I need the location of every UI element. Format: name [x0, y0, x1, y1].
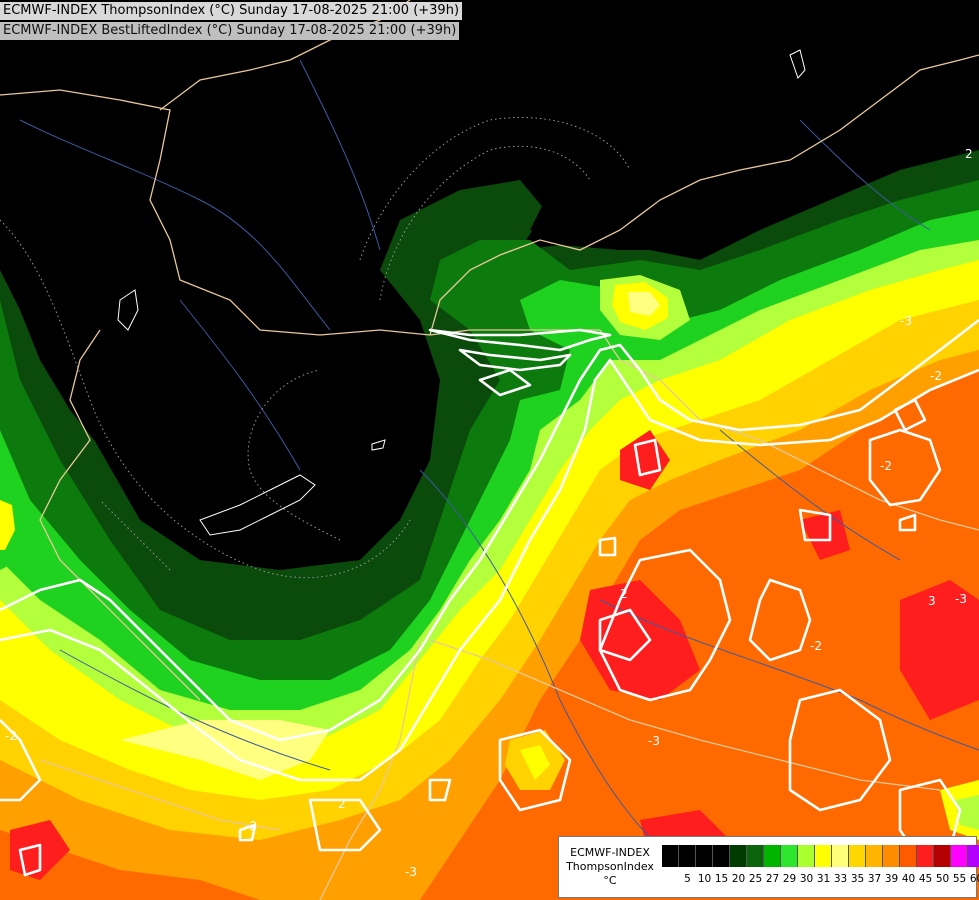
legend-swatch	[900, 845, 917, 867]
legend-unit: °C	[603, 874, 617, 887]
legend-tick-label: 31	[816, 873, 831, 885]
map-title-thompson: ECMWF-INDEX ThompsonIndex (°C) Sunday 17…	[0, 2, 463, 20]
legend-tick-label: 29	[782, 873, 797, 885]
legend-title-line2: ThompsonIndex	[566, 860, 654, 873]
legend-tick-label: 40	[901, 873, 916, 885]
contour-label: 3	[928, 594, 936, 608]
legend-tick-label: 10	[697, 873, 712, 885]
legend-tick-label: 5	[684, 873, 691, 885]
contour-label: -3	[405, 865, 417, 879]
contour-label: -3	[648, 734, 660, 748]
legend-title: ECMWF-INDEX ThompsonIndex °C	[563, 846, 657, 888]
legend-tick-label: 60	[969, 873, 979, 885]
color-legend: ECMWF-INDEX ThompsonIndex °C 5 10 15 20 25 27…	[558, 836, 979, 898]
legend-tick-label: 39	[884, 873, 899, 885]
legend-tick-label: 25	[748, 873, 763, 885]
legend-swatch	[849, 845, 866, 867]
legend-swatch	[866, 845, 883, 867]
legend-tick-label: 30	[799, 873, 814, 885]
legend-tick-label: 55	[952, 873, 967, 885]
legend-tick-label: 33	[833, 873, 848, 885]
legend-swatch	[951, 845, 968, 867]
legend-swatch	[781, 845, 798, 867]
low-index-region	[0, 0, 979, 560]
legend-title-line1: ECMWF-INDEX	[570, 846, 650, 859]
contour-label: 2	[620, 587, 628, 601]
thompson-index-fill	[0, 150, 979, 900]
contour-label: -2	[880, 459, 892, 473]
legend-swatch	[815, 845, 832, 867]
legend-tick-label: 50	[935, 873, 950, 885]
contour-label: -2	[810, 639, 822, 653]
legend-swatch	[730, 845, 747, 867]
dotted-contours	[0, 116, 631, 579]
legend-swatch	[798, 845, 815, 867]
legend-swatch	[747, 845, 764, 867]
legend-swatch	[662, 845, 679, 867]
legend-tick-label: 35	[850, 873, 865, 885]
legend-swatch	[883, 845, 900, 867]
contour-label: 2	[338, 797, 346, 811]
legend-swatch	[968, 845, 979, 867]
legend-tick-label: 15	[714, 873, 729, 885]
contour-labels: 2 2 2 3 -2 -2 -2 -2 -2 -3 -3 -3 -3	[5, 147, 973, 879]
map-title-lifted: ECMWF-INDEX BestLiftedIndex (°C) Sunday …	[0, 22, 460, 40]
contour-label: -2	[5, 729, 17, 743]
legend-swatch	[917, 845, 934, 867]
legend-swatch	[764, 845, 781, 867]
lifted-index-contours	[0, 318, 979, 877]
lakes	[117, 49, 806, 536]
legend-swatch	[696, 845, 713, 867]
legend-tick-label: 27	[765, 873, 780, 885]
legend-color-bar	[662, 845, 979, 867]
contour-label: -3	[955, 592, 967, 606]
rivers	[19, 59, 979, 881]
legend-swatch	[679, 845, 696, 867]
legend-swatch	[832, 845, 849, 867]
legend-swatch	[934, 845, 951, 867]
contour-label: -3	[900, 314, 912, 328]
legend-tick-label: 20	[731, 873, 746, 885]
legend-tick-label: 45	[918, 873, 933, 885]
contour-label: -2	[245, 819, 257, 833]
contour-label: -2	[930, 369, 942, 383]
legend-swatch	[713, 845, 730, 867]
contour-label: 2	[965, 147, 973, 161]
legend-tick-label: 37	[867, 873, 882, 885]
